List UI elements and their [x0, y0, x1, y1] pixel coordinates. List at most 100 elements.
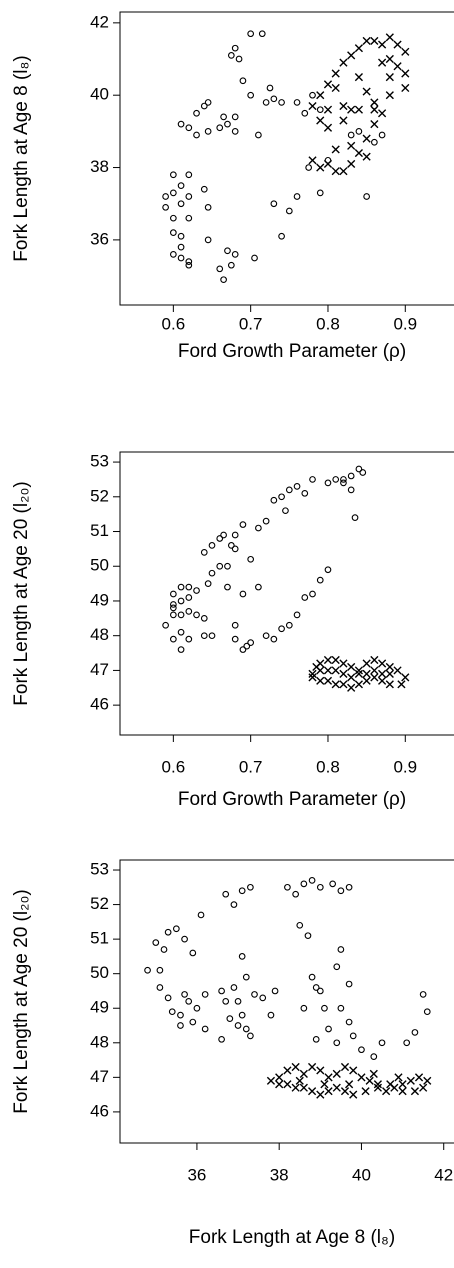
circle-point	[216, 265, 224, 273]
circle-point	[255, 131, 262, 139]
circle-point	[351, 514, 359, 521]
circle-point	[378, 131, 386, 139]
cross-point	[397, 680, 406, 689]
cross-point	[316, 1066, 325, 1075]
cross-point	[345, 1080, 354, 1089]
cross-point	[339, 58, 348, 67]
circle-point	[284, 883, 291, 891]
circle-point	[278, 232, 285, 240]
cross-point	[401, 47, 410, 56]
circle-point	[239, 77, 247, 85]
circle-point	[259, 994, 267, 1002]
circle-point	[231, 531, 239, 539]
cross-point	[331, 680, 340, 689]
circle-point	[345, 883, 353, 891]
circle-point	[278, 493, 285, 501]
y-axis-label: Fork Length at Age 20 (l₂₀)	[11, 889, 32, 1113]
cross-point	[323, 80, 333, 89]
cross-point	[308, 673, 317, 682]
y-tick-label: 47	[90, 1067, 109, 1086]
circle-point	[162, 193, 169, 200]
cross-point	[361, 1087, 370, 1096]
circle-point	[333, 963, 341, 971]
circle-point	[185, 594, 193, 601]
circle-point	[347, 131, 355, 139]
cross-point	[362, 659, 371, 668]
circle-point	[267, 1011, 275, 1019]
cross-point	[354, 44, 363, 53]
circle-point	[363, 193, 370, 200]
y-tick-label: 48	[90, 1032, 109, 1051]
circle-point	[238, 1011, 246, 1019]
cross-point	[385, 91, 394, 100]
circle-point	[355, 465, 363, 473]
circle-point	[197, 911, 205, 919]
circle-point	[189, 1018, 197, 1026]
circle-point	[231, 128, 239, 135]
circle-point	[370, 1053, 378, 1060]
cross-point	[401, 69, 410, 78]
cross-point	[316, 163, 325, 172]
cross-point	[316, 1090, 325, 1099]
circle-point	[309, 476, 316, 483]
circle-point	[177, 583, 185, 591]
circle-point	[218, 987, 225, 995]
circle-point	[189, 949, 197, 957]
cross-point	[347, 673, 356, 682]
circle-point	[218, 1035, 225, 1043]
circle-point	[337, 1004, 345, 1012]
circle-point	[270, 200, 278, 208]
circle-point	[292, 890, 299, 898]
cross-point	[370, 105, 379, 114]
x-tick-label: 0.6	[162, 314, 186, 333]
circle-point	[247, 639, 255, 646]
circle-point	[324, 566, 332, 574]
circle-point	[169, 590, 177, 598]
circle-point	[309, 590, 316, 598]
circle-point	[177, 646, 185, 653]
circle-point	[324, 479, 332, 487]
cross-point	[354, 148, 363, 158]
cross-point	[354, 73, 363, 82]
circle-point	[345, 980, 353, 988]
cross-point	[398, 1080, 407, 1089]
circle-point	[301, 489, 309, 497]
circle-point	[222, 890, 230, 898]
circle-point	[177, 120, 185, 128]
circle-point	[403, 1039, 411, 1047]
cross-point	[362, 134, 371, 143]
circle-point	[193, 109, 200, 117]
circle-point	[304, 932, 312, 940]
circle-point	[185, 124, 193, 132]
cross-point	[340, 1062, 350, 1072]
cross-point	[401, 673, 410, 682]
circle-point	[162, 621, 169, 629]
cross-point	[386, 1080, 395, 1089]
circle-point	[185, 261, 193, 269]
circle-point	[201, 1025, 209, 1033]
circle-point	[234, 1022, 242, 1029]
circle-point	[200, 185, 208, 193]
circle-point	[293, 99, 301, 106]
circle-point	[216, 535, 224, 542]
y-tick-label: 36	[90, 229, 109, 248]
circle-point	[181, 935, 188, 943]
circle-point	[152, 939, 160, 946]
circle-point	[177, 232, 185, 240]
circle-point	[177, 611, 185, 619]
circle-point	[185, 635, 193, 643]
cross-point	[370, 36, 379, 46]
cross-point	[362, 669, 371, 678]
y-axis-label: Fork Length at Age 20 (l₂₀)	[11, 481, 32, 705]
circle-point	[378, 1039, 386, 1047]
circle-point	[144, 966, 151, 974]
cross-point	[320, 1080, 329, 1089]
cross-point	[385, 54, 394, 64]
circle-point	[156, 984, 164, 991]
cross-point	[307, 1087, 317, 1096]
cross-point	[299, 1069, 308, 1078]
x-tick-label: 0.8	[316, 757, 340, 776]
cross-point	[340, 1087, 350, 1096]
cross-point	[370, 98, 379, 107]
circle-point	[247, 91, 255, 99]
